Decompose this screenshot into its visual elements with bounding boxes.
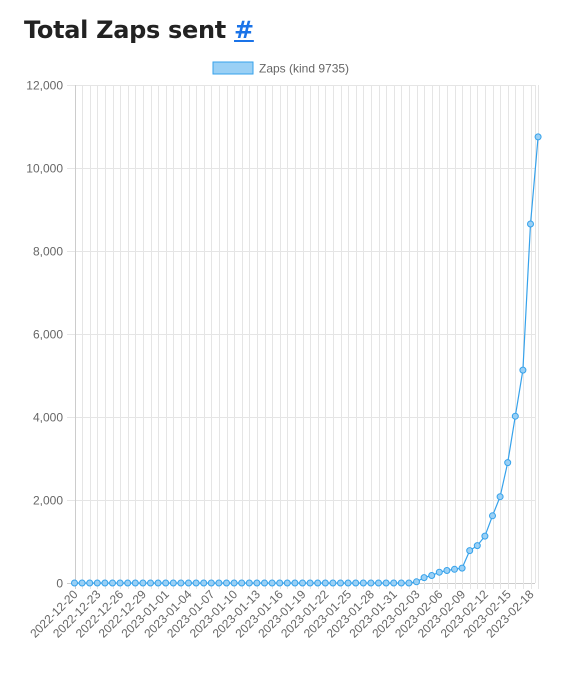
series-layer bbox=[71, 133, 542, 587]
legend-swatch bbox=[212, 61, 254, 75]
data-point[interactable] bbox=[238, 579, 246, 587]
data-point[interactable] bbox=[337, 579, 344, 587]
data-point[interactable] bbox=[443, 567, 451, 574]
data-point[interactable] bbox=[192, 579, 200, 587]
data-point[interactable] bbox=[511, 412, 519, 420]
data-point[interactable] bbox=[276, 579, 284, 587]
data-point[interactable] bbox=[291, 579, 299, 587]
data-point[interactable] bbox=[207, 579, 215, 587]
y-tick-label: 0 bbox=[56, 577, 63, 591]
data-point[interactable] bbox=[519, 366, 527, 374]
data-point[interactable] bbox=[458, 564, 466, 572]
data-point[interactable] bbox=[177, 579, 185, 587]
data-point[interactable] bbox=[101, 579, 109, 587]
data-point[interactable] bbox=[466, 547, 474, 555]
data-point[interactable] bbox=[504, 459, 512, 467]
data-point[interactable] bbox=[86, 579, 94, 587]
data-point[interactable] bbox=[382, 579, 390, 587]
series-line bbox=[74, 136, 539, 584]
anchor-link[interactable]: # bbox=[234, 16, 254, 44]
data-point[interactable] bbox=[116, 579, 124, 587]
data-point[interactable] bbox=[344, 579, 352, 587]
data-point[interactable] bbox=[268, 579, 276, 587]
data-point[interactable] bbox=[314, 579, 322, 587]
data-point[interactable] bbox=[154, 579, 162, 587]
data-point[interactable] bbox=[162, 579, 170, 587]
data-point[interactable] bbox=[496, 493, 504, 501]
data-point[interactable] bbox=[200, 579, 208, 587]
data-point[interactable] bbox=[489, 512, 496, 520]
data-point[interactable] bbox=[390, 579, 398, 587]
data-point[interactable] bbox=[329, 579, 337, 587]
legend-label: Zaps (kind 9735) bbox=[259, 62, 349, 76]
data-point[interactable] bbox=[261, 579, 268, 587]
data-point[interactable] bbox=[124, 579, 132, 587]
data-point[interactable] bbox=[93, 579, 101, 587]
data-point[interactable] bbox=[253, 579, 261, 587]
data-point[interactable] bbox=[306, 579, 314, 587]
data-point[interactable] bbox=[147, 579, 154, 587]
data-point[interactable] bbox=[245, 579, 253, 587]
data-point[interactable] bbox=[359, 579, 367, 587]
y-tick-label: 2,000 bbox=[33, 494, 63, 508]
y-tick-label: 8,000 bbox=[33, 245, 63, 259]
data-point[interactable] bbox=[223, 579, 230, 587]
data-point[interactable] bbox=[139, 579, 147, 587]
data-point[interactable] bbox=[534, 133, 542, 141]
data-point[interactable] bbox=[283, 579, 291, 587]
data-point[interactable] bbox=[451, 565, 458, 573]
data-point[interactable] bbox=[405, 579, 413, 587]
data-point[interactable] bbox=[367, 579, 375, 587]
data-point[interactable] bbox=[375, 579, 382, 587]
y-tick-label: 4,000 bbox=[33, 411, 63, 425]
grid-layer bbox=[67, 85, 539, 589]
y-tick-label: 10,000 bbox=[26, 162, 63, 176]
data-point[interactable] bbox=[131, 579, 139, 587]
data-point[interactable] bbox=[527, 220, 534, 228]
y-tick-label: 6,000 bbox=[33, 328, 63, 342]
data-point[interactable] bbox=[321, 579, 329, 587]
data-point[interactable] bbox=[78, 579, 86, 587]
data-point[interactable] bbox=[215, 579, 223, 587]
data-point[interactable] bbox=[428, 572, 436, 579]
data-point[interactable] bbox=[435, 568, 443, 576]
data-point[interactable] bbox=[420, 574, 428, 582]
data-point[interactable] bbox=[473, 542, 481, 550]
data-point[interactable] bbox=[413, 578, 420, 586]
x-axis: 2022-12-202022-12-232022-12-262022-12-29… bbox=[27, 587, 537, 641]
legend[interactable]: Zaps (kind 9735) bbox=[212, 61, 349, 76]
data-point[interactable] bbox=[109, 579, 116, 587]
y-axis: 0 2,000 4,000 6,000 8,000 10,000 12,000 bbox=[26, 79, 63, 591]
data-point[interactable] bbox=[169, 579, 177, 587]
y-tick-label: 12,000 bbox=[26, 79, 63, 93]
data-point[interactable] bbox=[397, 579, 405, 587]
data-point[interactable] bbox=[299, 579, 306, 587]
data-point[interactable] bbox=[185, 579, 192, 587]
page-title-text: Total Zaps sent bbox=[24, 16, 226, 44]
data-point[interactable] bbox=[481, 532, 489, 540]
data-point[interactable] bbox=[352, 579, 360, 587]
page-title: Total Zaps sent # bbox=[24, 16, 254, 44]
data-point[interactable] bbox=[71, 579, 78, 587]
data-point[interactable] bbox=[230, 579, 238, 587]
